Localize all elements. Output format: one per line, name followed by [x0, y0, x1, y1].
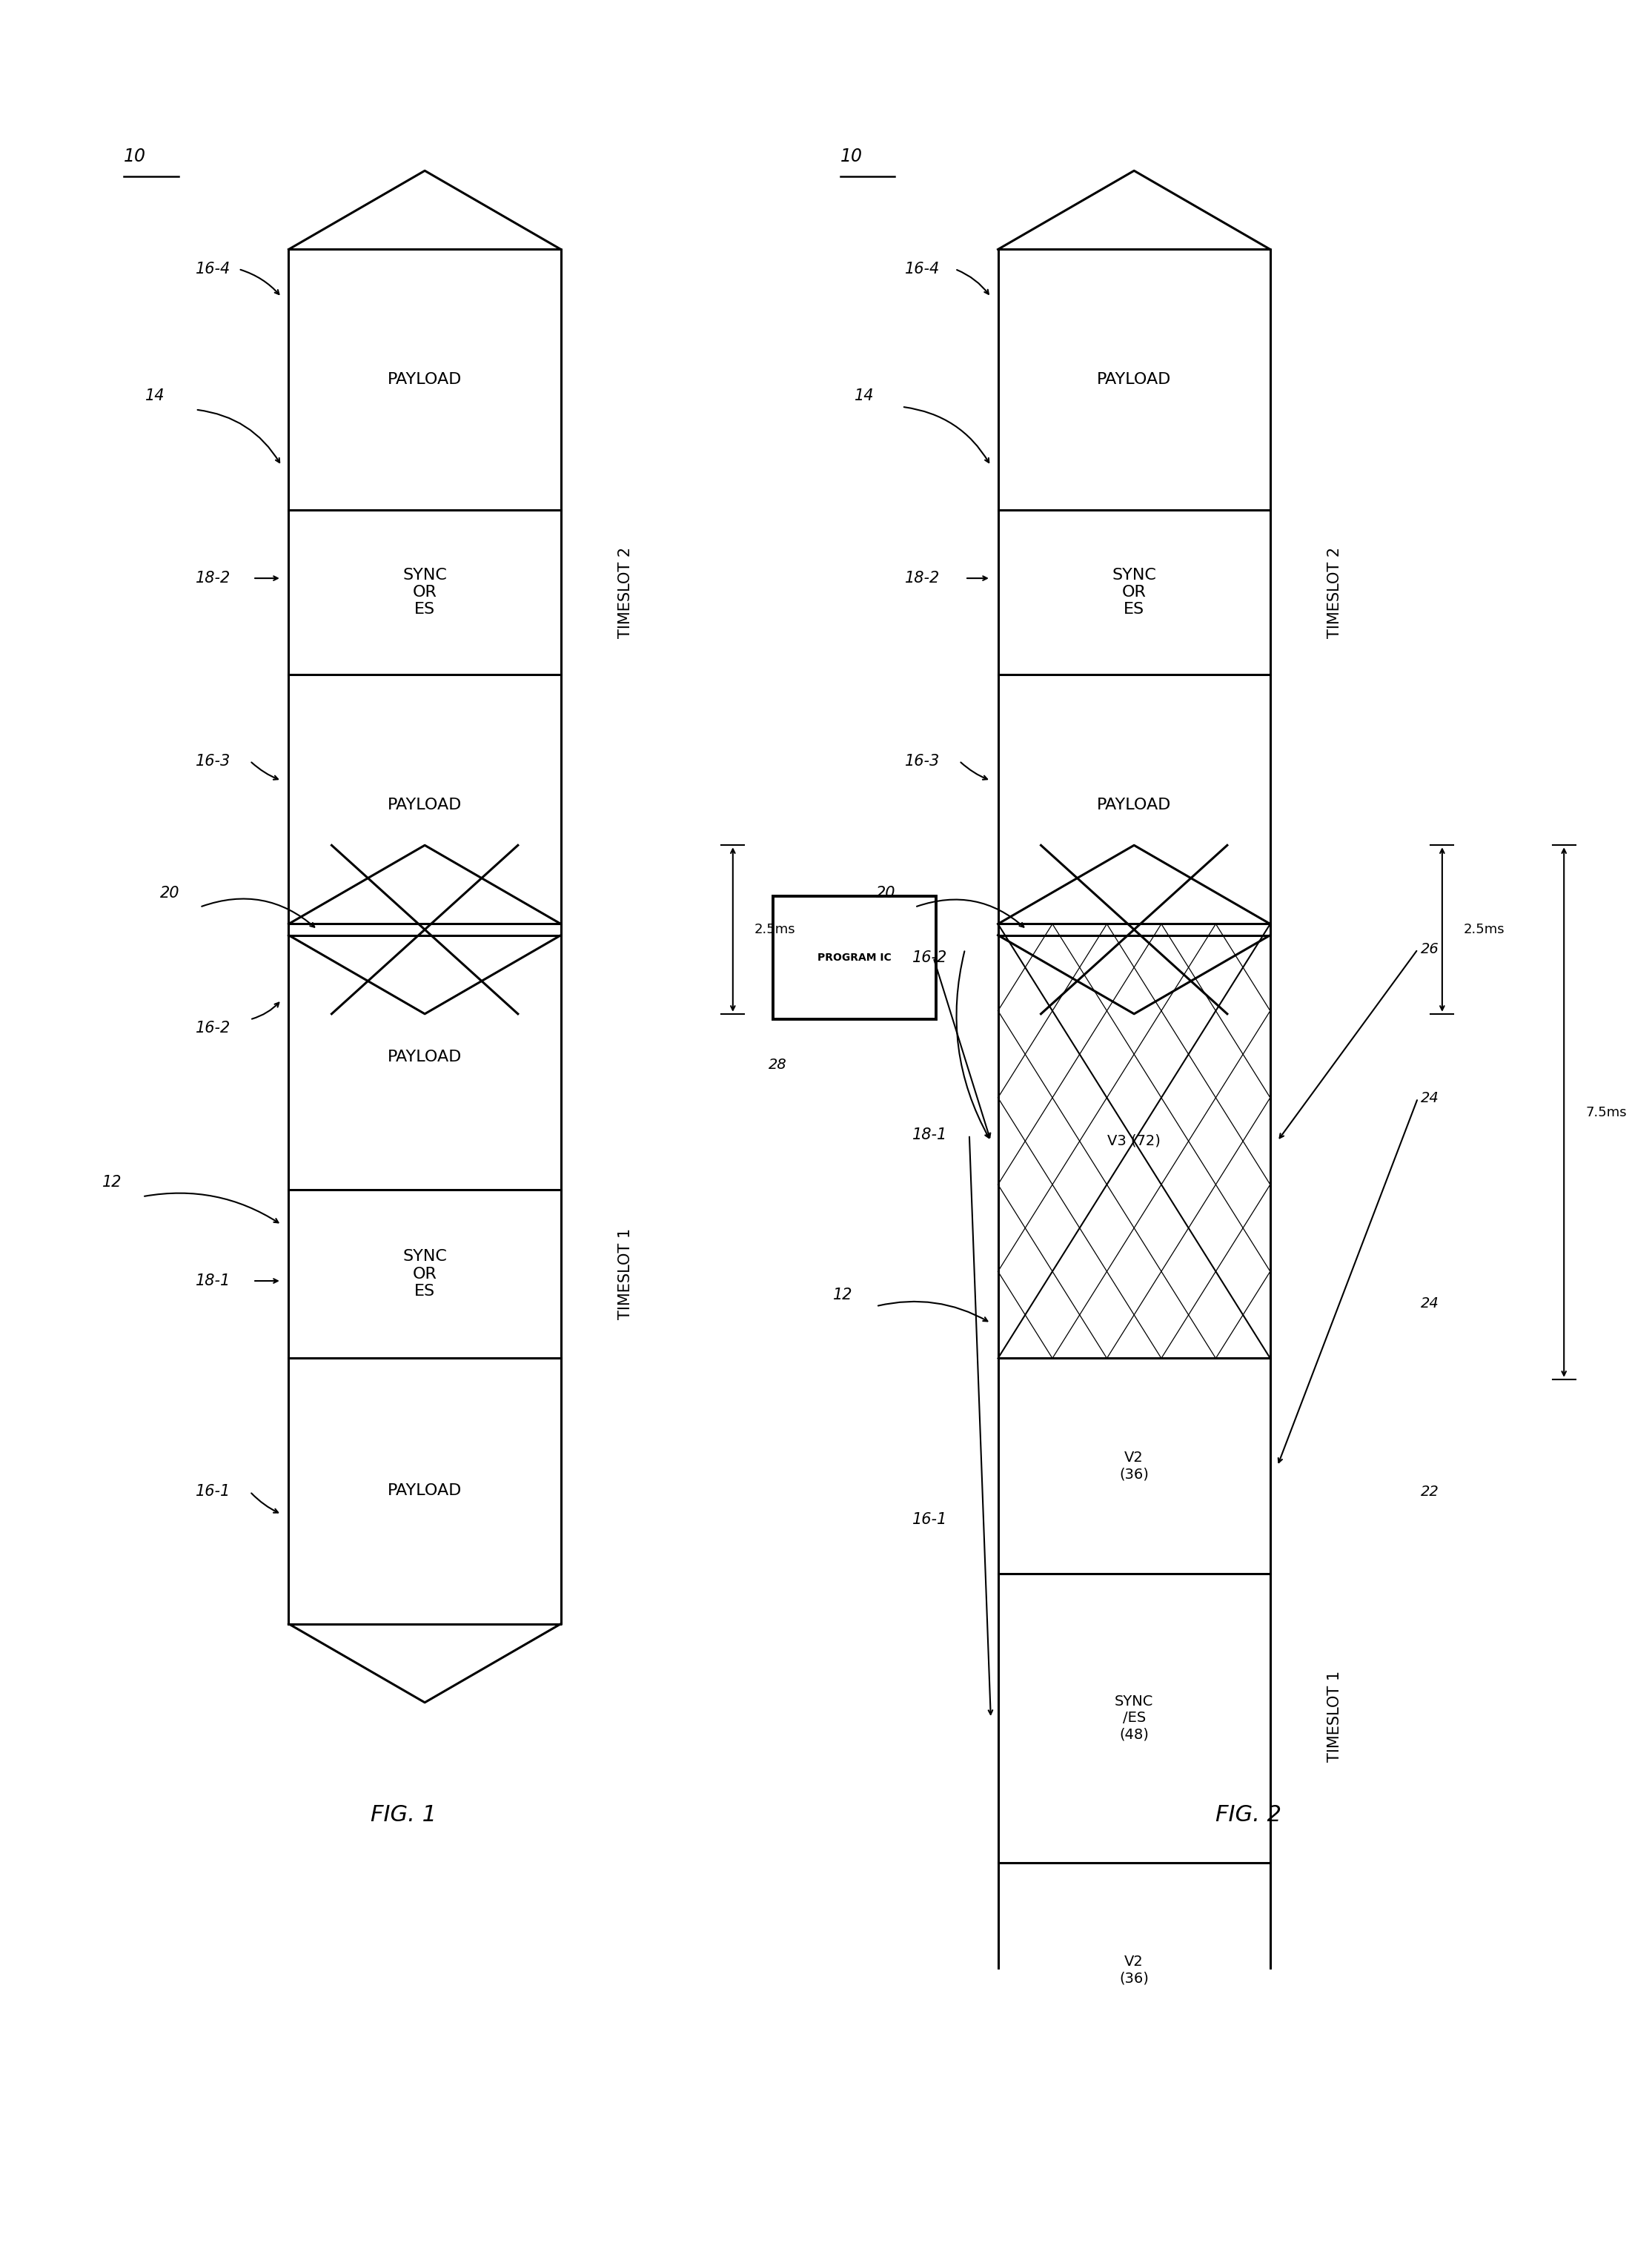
Text: SYNC
OR
ES: SYNC OR ES [403, 569, 448, 616]
Text: 26: 26 [1421, 943, 1439, 956]
Text: PAYLOAD: PAYLOAD [388, 798, 463, 811]
Text: V3 (72): V3 (72) [1107, 1133, 1161, 1149]
Text: 2.5ms: 2.5ms [755, 922, 796, 936]
Text: FIG. 2: FIG. 2 [1216, 1804, 1282, 1826]
Text: 16-3: 16-3 [905, 755, 940, 768]
Text: 12: 12 [833, 1287, 852, 1303]
Text: 14: 14 [145, 387, 165, 403]
Text: SYNC
OR
ES: SYNC OR ES [1112, 569, 1156, 616]
Text: TIMESLOT 2: TIMESLOT 2 [1327, 546, 1341, 639]
Text: FIG. 1: FIG. 1 [370, 1804, 436, 1826]
Text: PAYLOAD: PAYLOAD [388, 1049, 463, 1065]
Text: PAYLOAD: PAYLOAD [388, 1484, 463, 1498]
Text: 12: 12 [102, 1176, 122, 1190]
Text: TIMESLOT 1: TIMESLOT 1 [618, 1228, 633, 1319]
Text: 14: 14 [854, 387, 874, 403]
Text: 18-2: 18-2 [905, 571, 940, 585]
Text: 10: 10 [841, 147, 862, 165]
Text: 16-1: 16-1 [912, 1511, 947, 1527]
Text: 16-2: 16-2 [195, 1020, 231, 1036]
Text: 16-2: 16-2 [912, 949, 947, 965]
Text: 16-3: 16-3 [195, 755, 231, 768]
Text: SYNC
OR
ES: SYNC OR ES [403, 1249, 448, 1298]
Text: TIMESLOT 2: TIMESLOT 2 [618, 546, 633, 639]
Text: 22: 22 [1421, 1484, 1439, 1498]
Text: 7.5ms: 7.5ms [1586, 1106, 1627, 1119]
Text: SYNC
/ES
(48): SYNC /ES (48) [1115, 1695, 1153, 1743]
Text: PROGRAM IC: PROGRAM IC [818, 952, 892, 963]
Text: 16-1: 16-1 [195, 1484, 231, 1500]
Text: 10: 10 [124, 147, 145, 165]
Text: 20: 20 [876, 886, 895, 900]
Text: 18-1: 18-1 [912, 1128, 947, 1142]
Text: V2
(36): V2 (36) [1120, 1450, 1148, 1482]
Text: 18-2: 18-2 [195, 571, 231, 585]
Text: PAYLOAD: PAYLOAD [388, 372, 463, 387]
Text: PAYLOAD: PAYLOAD [1097, 372, 1171, 387]
Text: TIMESLOT 1: TIMESLOT 1 [1327, 1670, 1341, 1763]
Text: PAYLOAD: PAYLOAD [1097, 798, 1171, 811]
Text: 16-4: 16-4 [195, 261, 231, 276]
Text: 18-1: 18-1 [195, 1273, 231, 1289]
Text: 24: 24 [1421, 1092, 1439, 1106]
Text: 28: 28 [768, 1058, 786, 1072]
Text: 16-4: 16-4 [905, 261, 940, 276]
Text: 20: 20 [160, 886, 180, 900]
FancyBboxPatch shape [773, 895, 937, 1020]
Text: 2.5ms: 2.5ms [1464, 922, 1505, 936]
Text: V2
(36): V2 (36) [1120, 1956, 1148, 1985]
Text: 24: 24 [1421, 1296, 1439, 1310]
